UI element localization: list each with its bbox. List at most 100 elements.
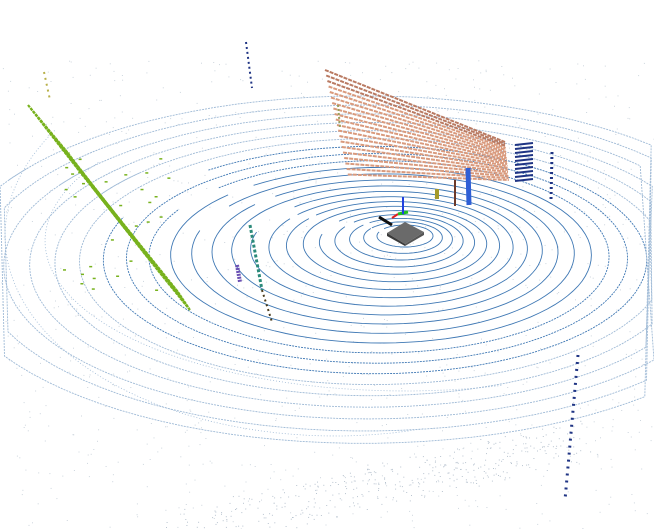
scatter-point [241, 202, 243, 204]
scatter-point [189, 491, 191, 493]
scatter-point [306, 226, 308, 227]
scatter-point [423, 444, 425, 446]
scatter-point [260, 394, 262, 396]
scatter-point [267, 261, 269, 263]
scatter-point [409, 510, 411, 512]
scatter-point [423, 473, 425, 475]
scatter-point [131, 303, 133, 305]
scatter-point [75, 204, 77, 206]
scatter-point [536, 437, 538, 439]
scatter-point [142, 463, 144, 465]
scatter-point [113, 70, 115, 72]
scatter-point [249, 504, 251, 506]
scatter-point [457, 179, 459, 181]
scatter-point [477, 448, 479, 450]
scatter-point [487, 441, 489, 442]
scatter-point [84, 125, 86, 127]
scatter-point [412, 482, 414, 484]
scatter-point [473, 469, 475, 471]
scatter-point [326, 505, 328, 506]
scatter-point [558, 438, 560, 440]
scatter-point [411, 495, 412, 496]
scatter-point [277, 359, 278, 361]
scatter-point [577, 367, 579, 369]
scatter-point [462, 448, 464, 450]
scatter-point [237, 284, 238, 286]
scatter-point [566, 446, 568, 448]
scatter-point [293, 196, 295, 198]
scatter-point [153, 164, 155, 166]
scatter-point [474, 86, 475, 88]
scatter-point [143, 280, 144, 282]
scatter-point [238, 525, 240, 527]
scatter-point [113, 342, 115, 344]
scatter-point [408, 184, 410, 185]
vegetation-point [119, 204, 123, 207]
scatter-point [9, 142, 11, 144]
scatter-point [243, 490, 245, 492]
scatter-point [548, 463, 550, 465]
ground-ring [44, 161, 502, 392]
scatter-point [156, 99, 158, 101]
scatter-point [371, 474, 372, 476]
scatter-point [203, 527, 205, 529]
scatter-point [576, 452, 578, 454]
scatter-point [112, 201, 114, 203]
scatter-point [643, 236, 645, 237]
scatter-point [89, 74, 91, 76]
vegetation-point [159, 216, 163, 218]
scatter-point [345, 296, 347, 298]
scatter-point [399, 485, 401, 487]
scatter-point [542, 446, 543, 448]
scatter-point [415, 456, 417, 458]
ground-ring [285, 201, 501, 291]
scatter-point [604, 65, 606, 67]
scatter-point [305, 483, 307, 485]
scatter-point [292, 475, 294, 477]
scatter-point [511, 231, 513, 233]
scatter-point [484, 106, 486, 108]
scatter-point [165, 426, 166, 428]
scatter-point [199, 444, 201, 446]
scatter-point [392, 146, 394, 148]
scatter-point [478, 485, 480, 487]
scatter-point [71, 232, 73, 234]
scatter-point [614, 194, 616, 196]
scatter-point [473, 370, 475, 372]
scatter-point [224, 485, 226, 487]
scatter-point [153, 437, 155, 439]
scatter-point [520, 435, 522, 436]
scatter-point [263, 330, 265, 332]
sign-scanline [514, 150, 534, 154]
scatter-point [209, 460, 211, 462]
scatter-point [640, 420, 641, 421]
scatter-point [214, 303, 216, 305]
scatter-point [357, 503, 359, 505]
scatter-point [158, 163, 160, 165]
scatter-point [446, 417, 448, 418]
scatter-point [37, 503, 39, 505]
scatter-point [627, 117, 629, 119]
scatter-point [290, 85, 292, 87]
scatter-point [353, 100, 355, 102]
building-scanline [329, 91, 507, 151]
scatter-point [385, 103, 387, 105]
scatter-point [448, 472, 450, 474]
scatter-point [16, 367, 18, 369]
scatter-point [352, 513, 354, 515]
scatter-point [426, 375, 428, 377]
scatter-point [444, 465, 446, 467]
scatter-point [643, 62, 645, 64]
scatter-point [384, 478, 386, 480]
scatter-point [435, 466, 437, 468]
scatter-point [243, 498, 245, 500]
scatter-point [267, 523, 269, 524]
scatter-point [516, 409, 518, 411]
scatter-point [243, 287, 245, 289]
scatter-point [316, 120, 318, 122]
scatter-point [552, 446, 554, 448]
scatter-point [314, 502, 316, 504]
scatter-point [578, 234, 580, 236]
building-scanline [330, 96, 507, 153]
